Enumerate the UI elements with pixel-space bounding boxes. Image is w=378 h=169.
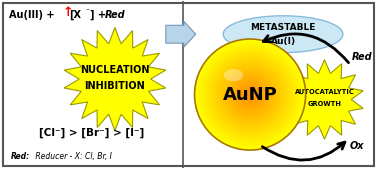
Circle shape [235,80,265,109]
Circle shape [218,63,282,126]
Text: GROWTH: GROWTH [307,101,341,107]
Circle shape [204,48,296,141]
Text: ↑: ↑ [62,6,73,19]
Circle shape [215,59,285,130]
Text: AUTOCATALYTIC: AUTOCATALYTIC [294,89,354,95]
Circle shape [234,78,267,111]
Text: NUCLEATION: NUCLEATION [80,65,150,75]
Text: Reducer - X: Cl, Br, I: Reducer - X: Cl, Br, I [33,152,112,161]
Circle shape [243,87,257,102]
Ellipse shape [223,16,343,53]
Text: [X: [X [69,9,81,20]
Circle shape [195,39,306,150]
Text: Red:: Red: [11,152,30,161]
Ellipse shape [224,69,243,81]
Circle shape [197,41,304,148]
Circle shape [228,72,272,117]
Circle shape [245,89,256,100]
Circle shape [226,70,274,119]
Circle shape [209,54,291,135]
Circle shape [220,65,280,124]
Text: Au(III) +: Au(III) + [9,10,57,20]
Text: Au(I): Au(I) [271,37,296,46]
Circle shape [208,52,293,137]
Circle shape [232,76,269,113]
Polygon shape [286,60,363,139]
Circle shape [202,46,298,143]
Circle shape [224,69,276,120]
Circle shape [200,45,300,144]
Text: METASTABLE: METASTABLE [250,23,316,32]
Circle shape [198,43,302,146]
Text: Ox: Ox [349,141,364,151]
Text: AuNP: AuNP [223,86,277,104]
Text: ] +: ] + [90,9,110,20]
Circle shape [217,61,284,128]
Text: Red: Red [105,10,125,20]
FancyArrow shape [166,21,196,47]
Circle shape [237,82,263,107]
Text: Red: Red [352,52,373,62]
Text: [Cl⁻] > [Br⁻] > [I⁻]: [Cl⁻] > [Br⁻] > [I⁻] [39,127,144,138]
Text: INHIBITION: INHIBITION [85,81,145,91]
FancyArrowPatch shape [263,34,349,63]
Circle shape [206,50,294,139]
Circle shape [230,74,270,115]
Circle shape [239,83,261,106]
Text: ⁻: ⁻ [85,9,89,15]
Polygon shape [64,28,166,131]
Circle shape [222,67,278,122]
Circle shape [248,93,252,96]
Circle shape [211,56,289,134]
Circle shape [246,91,254,98]
FancyArrowPatch shape [262,142,345,160]
Circle shape [241,85,259,104]
Circle shape [213,57,287,132]
